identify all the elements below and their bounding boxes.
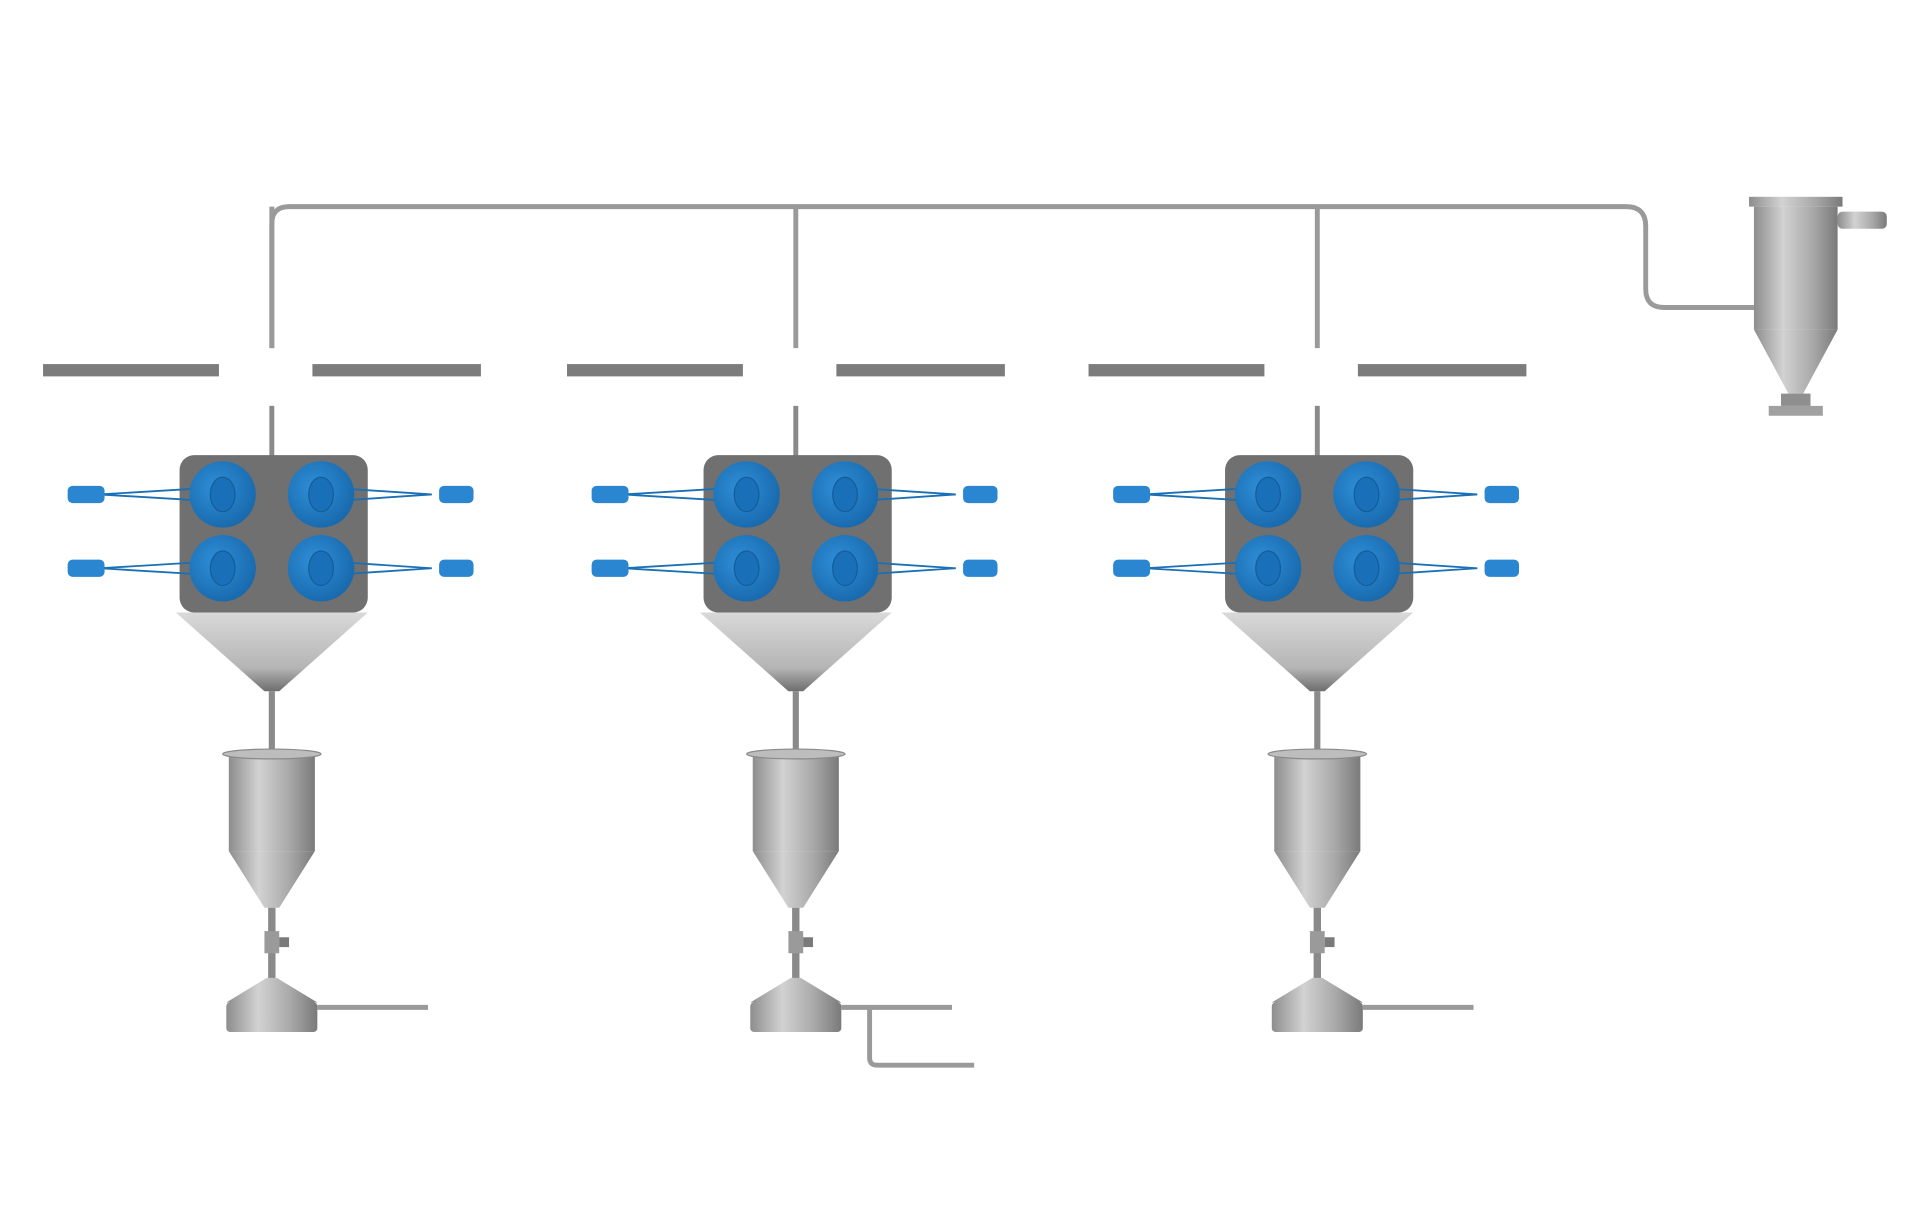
feed-hopper	[1749, 196, 1887, 416]
receiver-cone	[228, 851, 315, 908]
feeder-body	[750, 1002, 842, 1032]
hopper-flange	[1768, 405, 1823, 416]
tray	[567, 364, 743, 377]
feeder-cone	[226, 977, 318, 1003]
cartridge-cap	[1353, 476, 1380, 513]
valve	[1309, 931, 1325, 954]
connector	[1484, 559, 1520, 577]
receiver-cone	[752, 851, 839, 908]
receiver-rim	[1267, 748, 1368, 760]
cartridge-cap	[209, 550, 236, 587]
feeder-cone	[1271, 977, 1363, 1003]
tray	[836, 364, 1005, 377]
connector	[591, 485, 629, 504]
connector	[67, 485, 105, 504]
receiver-rim	[745, 748, 846, 760]
processing-unit	[567, 206, 1005, 1068]
header-pipe	[269, 204, 1757, 349]
receiver-body	[1274, 755, 1361, 852]
tray	[1357, 364, 1527, 377]
cartridge-cap	[832, 476, 858, 513]
connector	[1484, 485, 1520, 504]
cartridge-cap	[308, 550, 334, 587]
connector	[963, 485, 998, 504]
cone	[1221, 612, 1414, 692]
connector	[439, 559, 474, 577]
feeder-cone	[750, 977, 842, 1003]
connector	[439, 485, 474, 504]
cartridge-cap	[1255, 476, 1282, 513]
processing-unit	[43, 206, 481, 1032]
connector	[591, 559, 629, 577]
tray	[1088, 364, 1265, 377]
cartridge-cap	[1353, 550, 1380, 587]
connector	[1113, 485, 1151, 504]
cone	[175, 612, 368, 692]
feeder-body	[226, 1002, 318, 1032]
hopper-inlet	[1837, 211, 1887, 229]
receiver-body	[752, 755, 839, 852]
hopper-rim	[1749, 196, 1843, 207]
hopper-outlet	[1781, 393, 1811, 406]
cartridge-cap	[209, 476, 236, 513]
feeder-body	[1271, 1002, 1363, 1032]
hopper-body	[1753, 206, 1838, 330]
valve	[264, 931, 280, 954]
hopper-cone	[1753, 329, 1838, 394]
cartridge-cap	[1255, 550, 1282, 587]
cartridge-cap	[832, 550, 858, 587]
valve	[788, 931, 804, 954]
receiver-cone	[1274, 851, 1361, 908]
cartridge-cap	[733, 476, 760, 513]
processing-unit	[1088, 206, 1527, 1032]
valve-handle	[803, 937, 814, 948]
receiver-body	[228, 755, 315, 852]
tray	[312, 364, 481, 377]
tray	[43, 364, 219, 377]
cartridge-cap	[733, 550, 760, 587]
connector	[1113, 559, 1151, 577]
receiver-rim	[222, 748, 322, 760]
cone	[699, 612, 892, 692]
connector	[67, 559, 105, 577]
cartridge-cap	[308, 476, 334, 513]
valve-handle	[279, 937, 290, 948]
connector	[963, 559, 998, 577]
valve-handle	[1324, 937, 1335, 948]
outlet-pipe	[867, 1007, 975, 1068]
